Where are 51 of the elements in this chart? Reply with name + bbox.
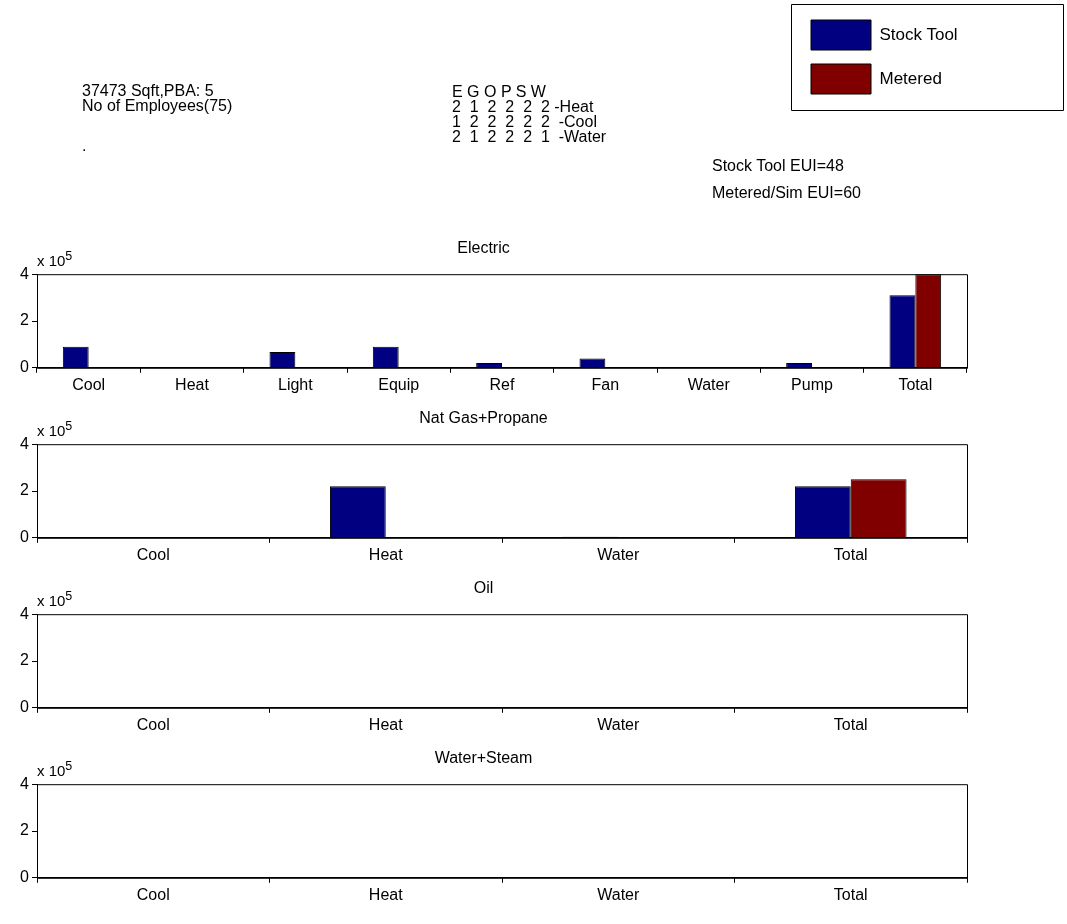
x-tick-label: Cool <box>136 715 170 733</box>
text: . <box>82 137 87 154</box>
x-tick-label: Heat <box>175 375 210 393</box>
x-tick-label: Heat <box>368 715 404 733</box>
chart-title: Oil <box>473 579 494 597</box>
text: E G O P S W <box>452 83 546 100</box>
chart-title: Electric <box>457 239 510 257</box>
text: 37473 Sqft,PBA: 5 <box>82 82 214 99</box>
x-tick-label: Total <box>898 375 933 393</box>
x-tick-label: Fan <box>591 375 620 393</box>
x-tick-label: Total <box>833 715 868 733</box>
x-tick-label: Total <box>833 545 868 563</box>
x-tick-label: Cool <box>136 885 170 903</box>
y-tick-label: 2 <box>20 821 30 839</box>
chart-title: Nat Gas+Propane <box>419 409 548 427</box>
text: 1 2 2 2 2 2 -Cool <box>452 113 597 130</box>
text: Stock Tool EUI=48 <box>712 157 844 174</box>
y-tick-label: 2 <box>20 651 30 669</box>
text: x 10$^{5}$ <box>37 759 73 779</box>
y-tick-label: 0 <box>20 358 30 376</box>
text: 2 1 2 2 2 2 -Heat <box>452 98 594 115</box>
x-tick-label: Water <box>597 885 640 903</box>
x-tick-label: Cool <box>136 545 170 563</box>
x-tick-label: Water <box>597 545 640 563</box>
y-tick-label: 0 <box>20 868 30 886</box>
text: x 10$^{5}$ <box>37 589 73 609</box>
y-tick-label: 4 <box>20 264 30 282</box>
legend-label: Metered <box>879 68 942 88</box>
text: x 10$^{5}$ <box>37 419 73 439</box>
text: Metered/Sim EUI=60 <box>712 184 861 201</box>
text: 2 1 2 2 2 1 -Water <box>452 128 607 145</box>
x-tick-label: Pump <box>791 375 833 393</box>
x-tick-label: Water <box>597 715 640 733</box>
x-tick-label: Water <box>687 375 731 393</box>
y-tick-label: 4 <box>20 604 30 622</box>
x-tick-label: Ref <box>489 375 515 393</box>
legend-label: Stock Tool <box>879 24 958 44</box>
x-tick-label: Heat <box>368 545 404 563</box>
y-tick-label: 4 <box>20 774 30 792</box>
y-tick-label: 4 <box>20 434 30 452</box>
x-tick-label: Total <box>833 885 868 903</box>
x-tick-label: Heat <box>368 885 404 903</box>
chart-title: Water+Steam <box>434 749 533 767</box>
x-tick-label: Equip <box>378 375 420 393</box>
x-tick-label: Cool <box>72 375 106 393</box>
y-tick-label: 0 <box>20 528 30 546</box>
x-tick-label: Light <box>277 375 314 393</box>
text: x 10$^{5}$ <box>37 249 73 269</box>
y-tick-label: 2 <box>20 481 30 499</box>
y-tick-label: 0 <box>20 698 30 716</box>
y-tick-label: 2 <box>20 311 30 329</box>
